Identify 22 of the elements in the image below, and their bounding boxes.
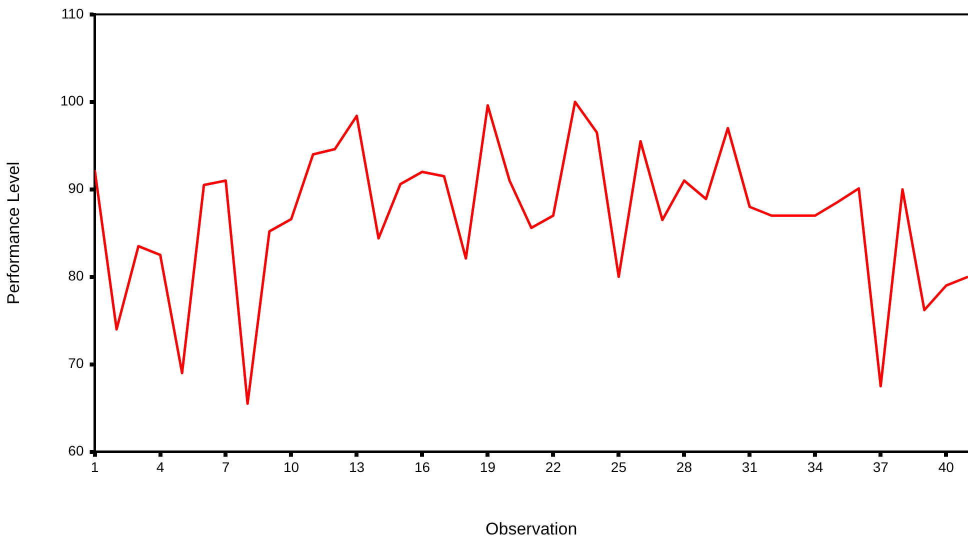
x-tick-label: 40 [938, 459, 954, 476]
x-tick-label: 13 [348, 459, 365, 476]
x-tick-label: 22 [545, 459, 562, 476]
y-tick-label: 80 [68, 268, 84, 284]
y-tick-label: 90 [68, 180, 84, 196]
x-tick-label: 28 [676, 459, 692, 476]
x-tick-label: 10 [283, 459, 300, 476]
x-tick-label: 19 [480, 459, 496, 476]
y-axis-title: Performance Level [4, 162, 23, 304]
y-tick-label: 110 [61, 5, 84, 22]
x-axis-title: Observation [486, 519, 578, 538]
x-tick-label: 7 [222, 459, 230, 476]
y-tick-label: 100 [60, 92, 84, 109]
x-tick-label: 31 [742, 459, 758, 476]
y-tick-label: 70 [68, 355, 84, 372]
x-tick-label: 4 [156, 459, 164, 476]
x-tick-label: 34 [807, 459, 824, 476]
x-tick-label: 16 [414, 459, 430, 476]
y-tick-label: 60 [68, 442, 84, 459]
x-tick-label: 1 [90, 459, 99, 476]
x-tick-label: 37 [872, 459, 889, 476]
x-tick-label: 25 [610, 459, 627, 476]
